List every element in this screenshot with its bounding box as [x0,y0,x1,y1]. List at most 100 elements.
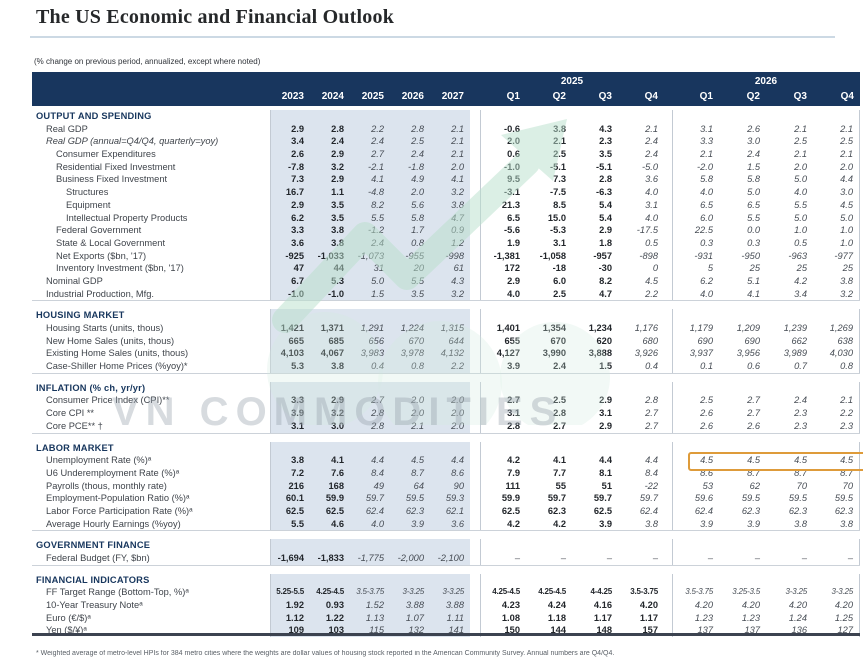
value-cell: -963 [788,250,807,261]
empty-cell [270,573,310,587]
value-cell: 2.2 [813,407,860,420]
table-note: (% change on previous period, annualized… [34,57,261,66]
value-cell: 4.4 [645,455,658,466]
table-row: Residential Fixed Investment -7.8 3.2 -2.1-… [32,160,860,174]
value-cell: 168 [310,479,350,493]
block-gap [470,199,480,212]
block-gap [470,224,480,237]
block-gap [664,262,672,275]
empty-cell [572,442,618,455]
value-cell: 0.3 [747,237,760,248]
value-cell: 2.7 [747,395,760,406]
empty-cell [572,110,618,123]
block-gap [664,110,672,123]
value-cell: 2.8 [350,407,390,420]
value-cell: 3.2 [310,407,350,420]
value-cell: 59.5 [813,492,860,505]
value-cell: 1,234 [588,323,612,333]
value-cell: 1.11 [430,611,470,625]
block-gap [664,394,672,407]
value-cell: 5.4 [599,212,612,223]
value-cell: -1.8 [390,160,430,174]
value-cell: 1.0 [813,236,860,250]
value-cell: 3.9 [480,360,526,373]
value-cell: 2.6 [672,419,719,433]
value-cell: 2.4 [794,395,807,406]
value-cell: 7.9 [480,466,526,480]
empty-cell [350,309,390,322]
value-cell: 3.5-3.75 [350,586,390,600]
value-cell: 3.3 [672,135,719,149]
block-gap [470,161,480,174]
row-label: Core PCE** † [46,420,103,431]
empty-cell [390,381,430,395]
value-cell: 3.8 [310,360,350,373]
value-cell: 1.5 [350,287,390,301]
value-cell: 59.7 [639,493,658,504]
table-row: Unemployment Rate (%)ᵃ 3.8 4.1 4.4 4.5 4.4 4.2… [32,452,863,472]
block-gap [470,420,480,433]
table-row: Equipment 2.9 3.5 8.2 5.6 3.8 21.3 8.5 5.4 3.1 6.5… [32,198,860,212]
value-cell: 0.9 [430,224,470,237]
block-gap [470,552,480,565]
value-cell: 2.7 [645,420,658,431]
empty-cell [526,382,572,395]
value-cell: 2.1 [430,122,470,136]
header-gap [664,75,672,89]
value-cell: 21.3 [480,198,526,212]
value-cell: 136 [791,625,807,636]
block-gap [470,442,480,455]
value-cell: 3.0 [747,136,760,147]
value-cell: 8.2 [350,198,390,212]
value-cell: 8.1 [599,467,612,478]
value-cell: 4.5 [813,198,860,212]
section-header-row: LABOR MARKET [32,441,860,455]
value-cell: 1,179 [672,322,719,335]
value-cell: 2.0 [430,394,470,408]
value-cell: 47 [270,262,310,275]
value-cell: 2.0 [430,160,470,174]
value-cell: 62.3 [813,504,860,518]
value-cell: 8.5 [553,199,566,210]
block-gap [664,467,672,480]
row-label: Employment-Population Ratio (%)ᵃ [46,493,190,504]
value-cell: 5.0 [813,211,860,225]
value-cell: 5.6 [390,198,430,212]
value-cell: 2.7 [480,394,526,408]
empty-cell [766,539,813,552]
table-row: Business Fixed Investment 7.3 2.9 4.1 4.9 4.1… [32,173,860,187]
value-cell: 1.92 [270,599,310,612]
value-cell: -1,058 [539,250,566,261]
empty-cell [766,382,813,395]
value-cell: 3-3.25 [430,586,470,600]
block-gap [470,123,480,136]
value-cell: 1.24 [788,612,807,623]
row-label: Housing Starts (units, thous) [46,323,164,333]
empty-cell [766,309,813,322]
value-cell: 1.7 [390,224,430,237]
empty-cell [350,381,390,395]
value-cell: 3.3 [270,224,310,237]
block-gap [470,360,480,373]
row-label: Structures [66,187,109,198]
value-cell: 4.2 [794,275,807,286]
value-cell: 2.9 [599,395,612,406]
value-cell: 3.8 [794,518,807,529]
empty-cell [618,382,664,395]
row-label: Payrolls (thous, monthly rate) [46,480,167,491]
value-cell: 3.25-3.5 [732,587,760,597]
value-cell: 3-3.25 [390,586,430,600]
value-cell: 4.7 [599,288,612,299]
value-cell: 690 [744,335,760,346]
empty-cell [480,441,526,455]
value-cell: -950 [741,250,760,261]
block-gap [470,335,480,348]
value-cell: -4.8 [350,186,390,199]
value-cell: -1,033 [310,249,350,263]
section-header-row: INFLATION (% ch, yr/yr) [32,381,860,395]
row-label: FF Target Range (Bottom-Top, %)ᵃ [46,587,189,598]
row-label: Federal Budget (FY, $bn) [46,553,150,563]
block-gap [664,322,672,335]
section-title: INFLATION (% ch, yr/yr) [36,382,146,393]
empty-cell [270,381,310,395]
